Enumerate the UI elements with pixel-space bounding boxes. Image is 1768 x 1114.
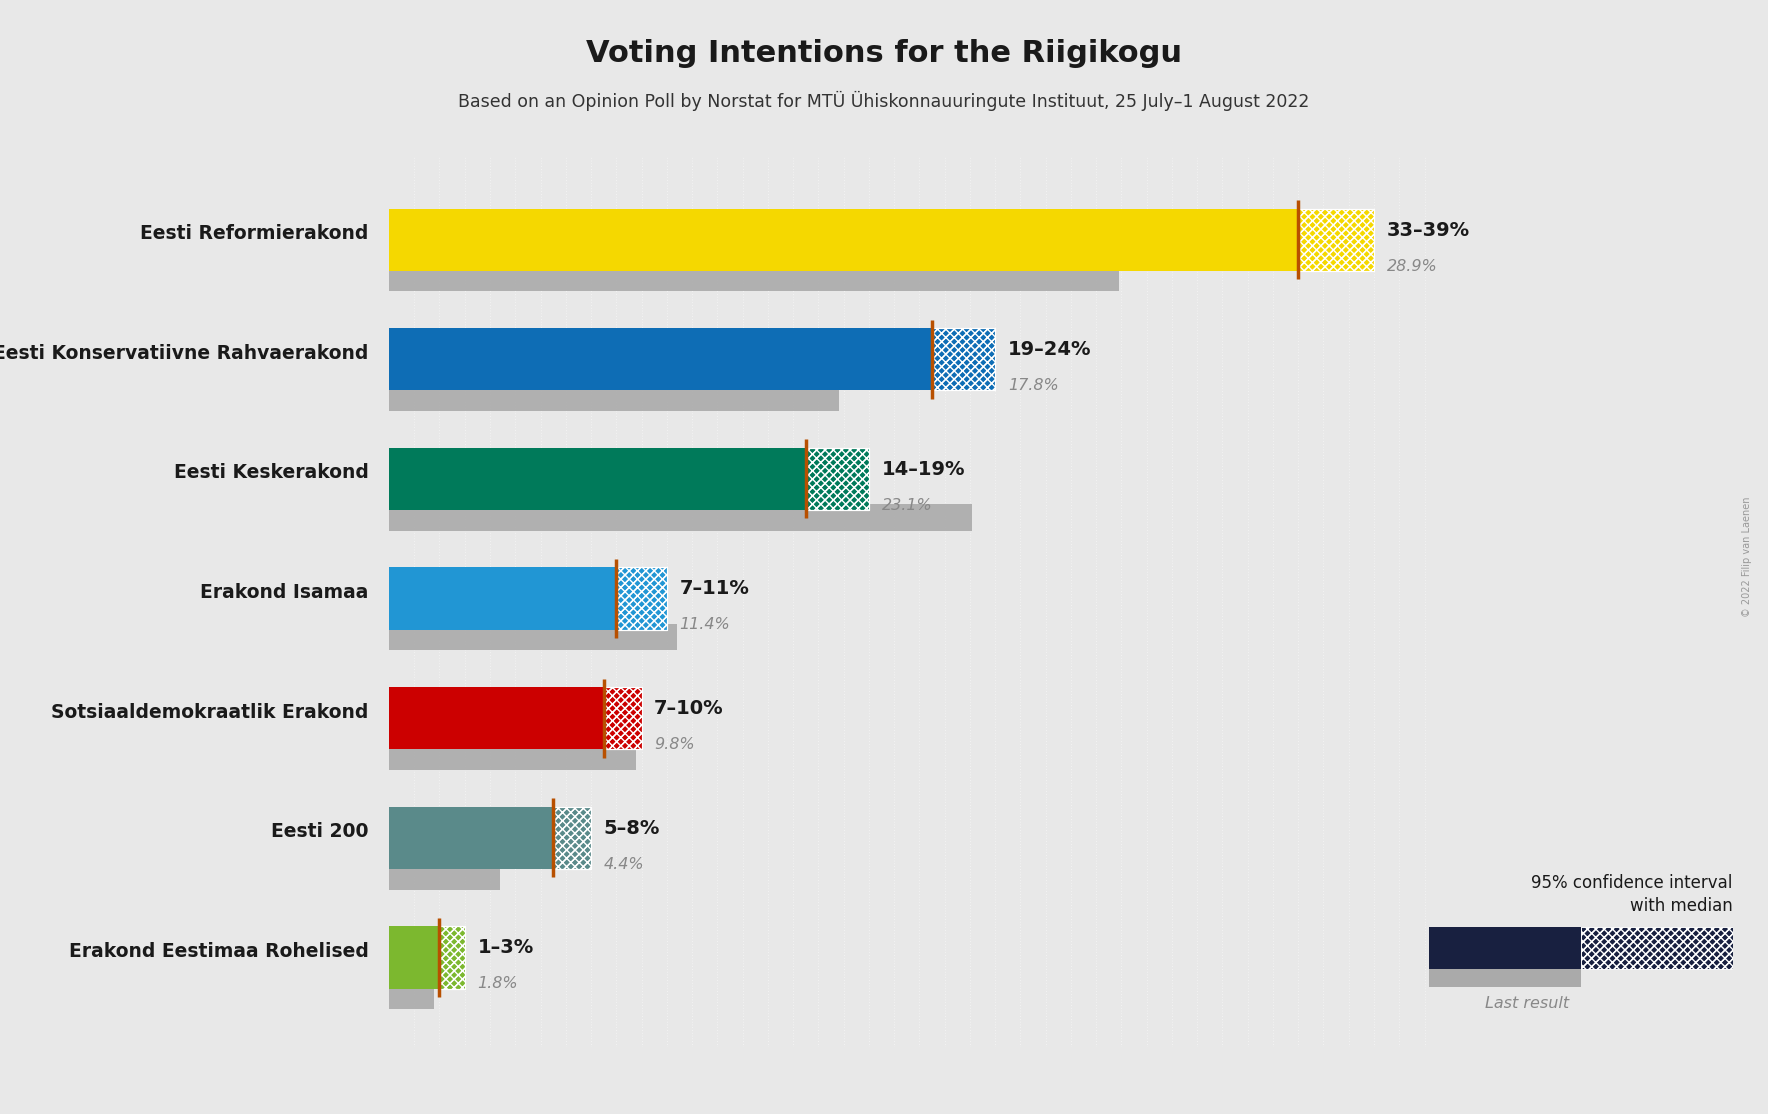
Bar — [617, 567, 667, 629]
Text: © 2022 Filip van Laenen: © 2022 Filip van Laenen — [1741, 497, 1752, 617]
Text: Eesti Reformierakond: Eesti Reformierakond — [140, 224, 370, 243]
Bar — [389, 265, 1119, 292]
Text: 14–19%: 14–19% — [882, 460, 965, 479]
Bar — [1298, 208, 1374, 271]
Text: Erakond Isamaa: Erakond Isamaa — [200, 583, 370, 602]
Text: 95% confidence interval
with median: 95% confidence interval with median — [1531, 874, 1733, 915]
Text: 7–10%: 7–10% — [654, 700, 723, 719]
Bar — [389, 505, 972, 530]
Bar — [389, 448, 868, 510]
Text: 17.8%: 17.8% — [1008, 378, 1059, 393]
Bar — [553, 807, 591, 869]
Bar — [440, 927, 465, 988]
Text: 28.9%: 28.9% — [1386, 258, 1437, 274]
Text: 23.1%: 23.1% — [882, 498, 932, 512]
Text: 19–24%: 19–24% — [1008, 340, 1091, 359]
Bar — [389, 208, 1374, 271]
Text: Sotsiaaldemokraatlik Erakond: Sotsiaaldemokraatlik Erakond — [51, 703, 370, 722]
Bar — [603, 687, 642, 750]
Text: Eesti Konservatiivne Rahvaerakond: Eesti Konservatiivne Rahvaerakond — [0, 344, 370, 363]
Bar — [1429, 927, 1581, 969]
Bar — [603, 687, 642, 750]
Text: 7–11%: 7–11% — [679, 579, 750, 598]
Bar — [932, 329, 995, 390]
Text: Last result: Last result — [1485, 996, 1568, 1010]
Bar — [389, 624, 677, 651]
Text: 1–3%: 1–3% — [477, 938, 534, 957]
Text: 5–8%: 5–8% — [603, 819, 659, 838]
Bar — [389, 687, 642, 750]
Bar — [389, 567, 667, 629]
Text: Erakond Eestimaa Rohelised: Erakond Eestimaa Rohelised — [69, 942, 370, 961]
Text: Voting Intentions for the Riigikogu: Voting Intentions for the Riigikogu — [585, 39, 1183, 68]
Text: 11.4%: 11.4% — [679, 617, 730, 633]
Bar — [617, 567, 667, 629]
Bar — [553, 807, 591, 869]
Bar — [440, 927, 465, 988]
Bar — [806, 448, 868, 510]
Bar — [1581, 927, 1733, 969]
Text: Eesti 200: Eesti 200 — [271, 822, 370, 841]
Bar — [389, 863, 500, 890]
Text: Based on an Opinion Poll by Norstat for MTÜ Ühiskonnauuringute Instituut, 25 Jul: Based on an Opinion Poll by Norstat for … — [458, 91, 1310, 111]
Bar — [389, 807, 591, 869]
Text: 4.4%: 4.4% — [603, 857, 644, 871]
Bar — [389, 927, 465, 988]
Bar — [806, 448, 868, 510]
Bar — [389, 384, 838, 411]
Text: 33–39%: 33–39% — [1386, 221, 1469, 240]
Bar — [389, 983, 435, 1009]
Bar — [1429, 969, 1581, 987]
Text: 9.8%: 9.8% — [654, 737, 695, 752]
Bar — [1581, 927, 1733, 969]
Bar — [389, 744, 636, 770]
Text: 1.8%: 1.8% — [477, 976, 518, 991]
Text: Eesti Keskerakond: Eesti Keskerakond — [173, 463, 370, 482]
Bar — [932, 329, 995, 390]
Bar — [1298, 208, 1374, 271]
Bar — [389, 329, 995, 390]
